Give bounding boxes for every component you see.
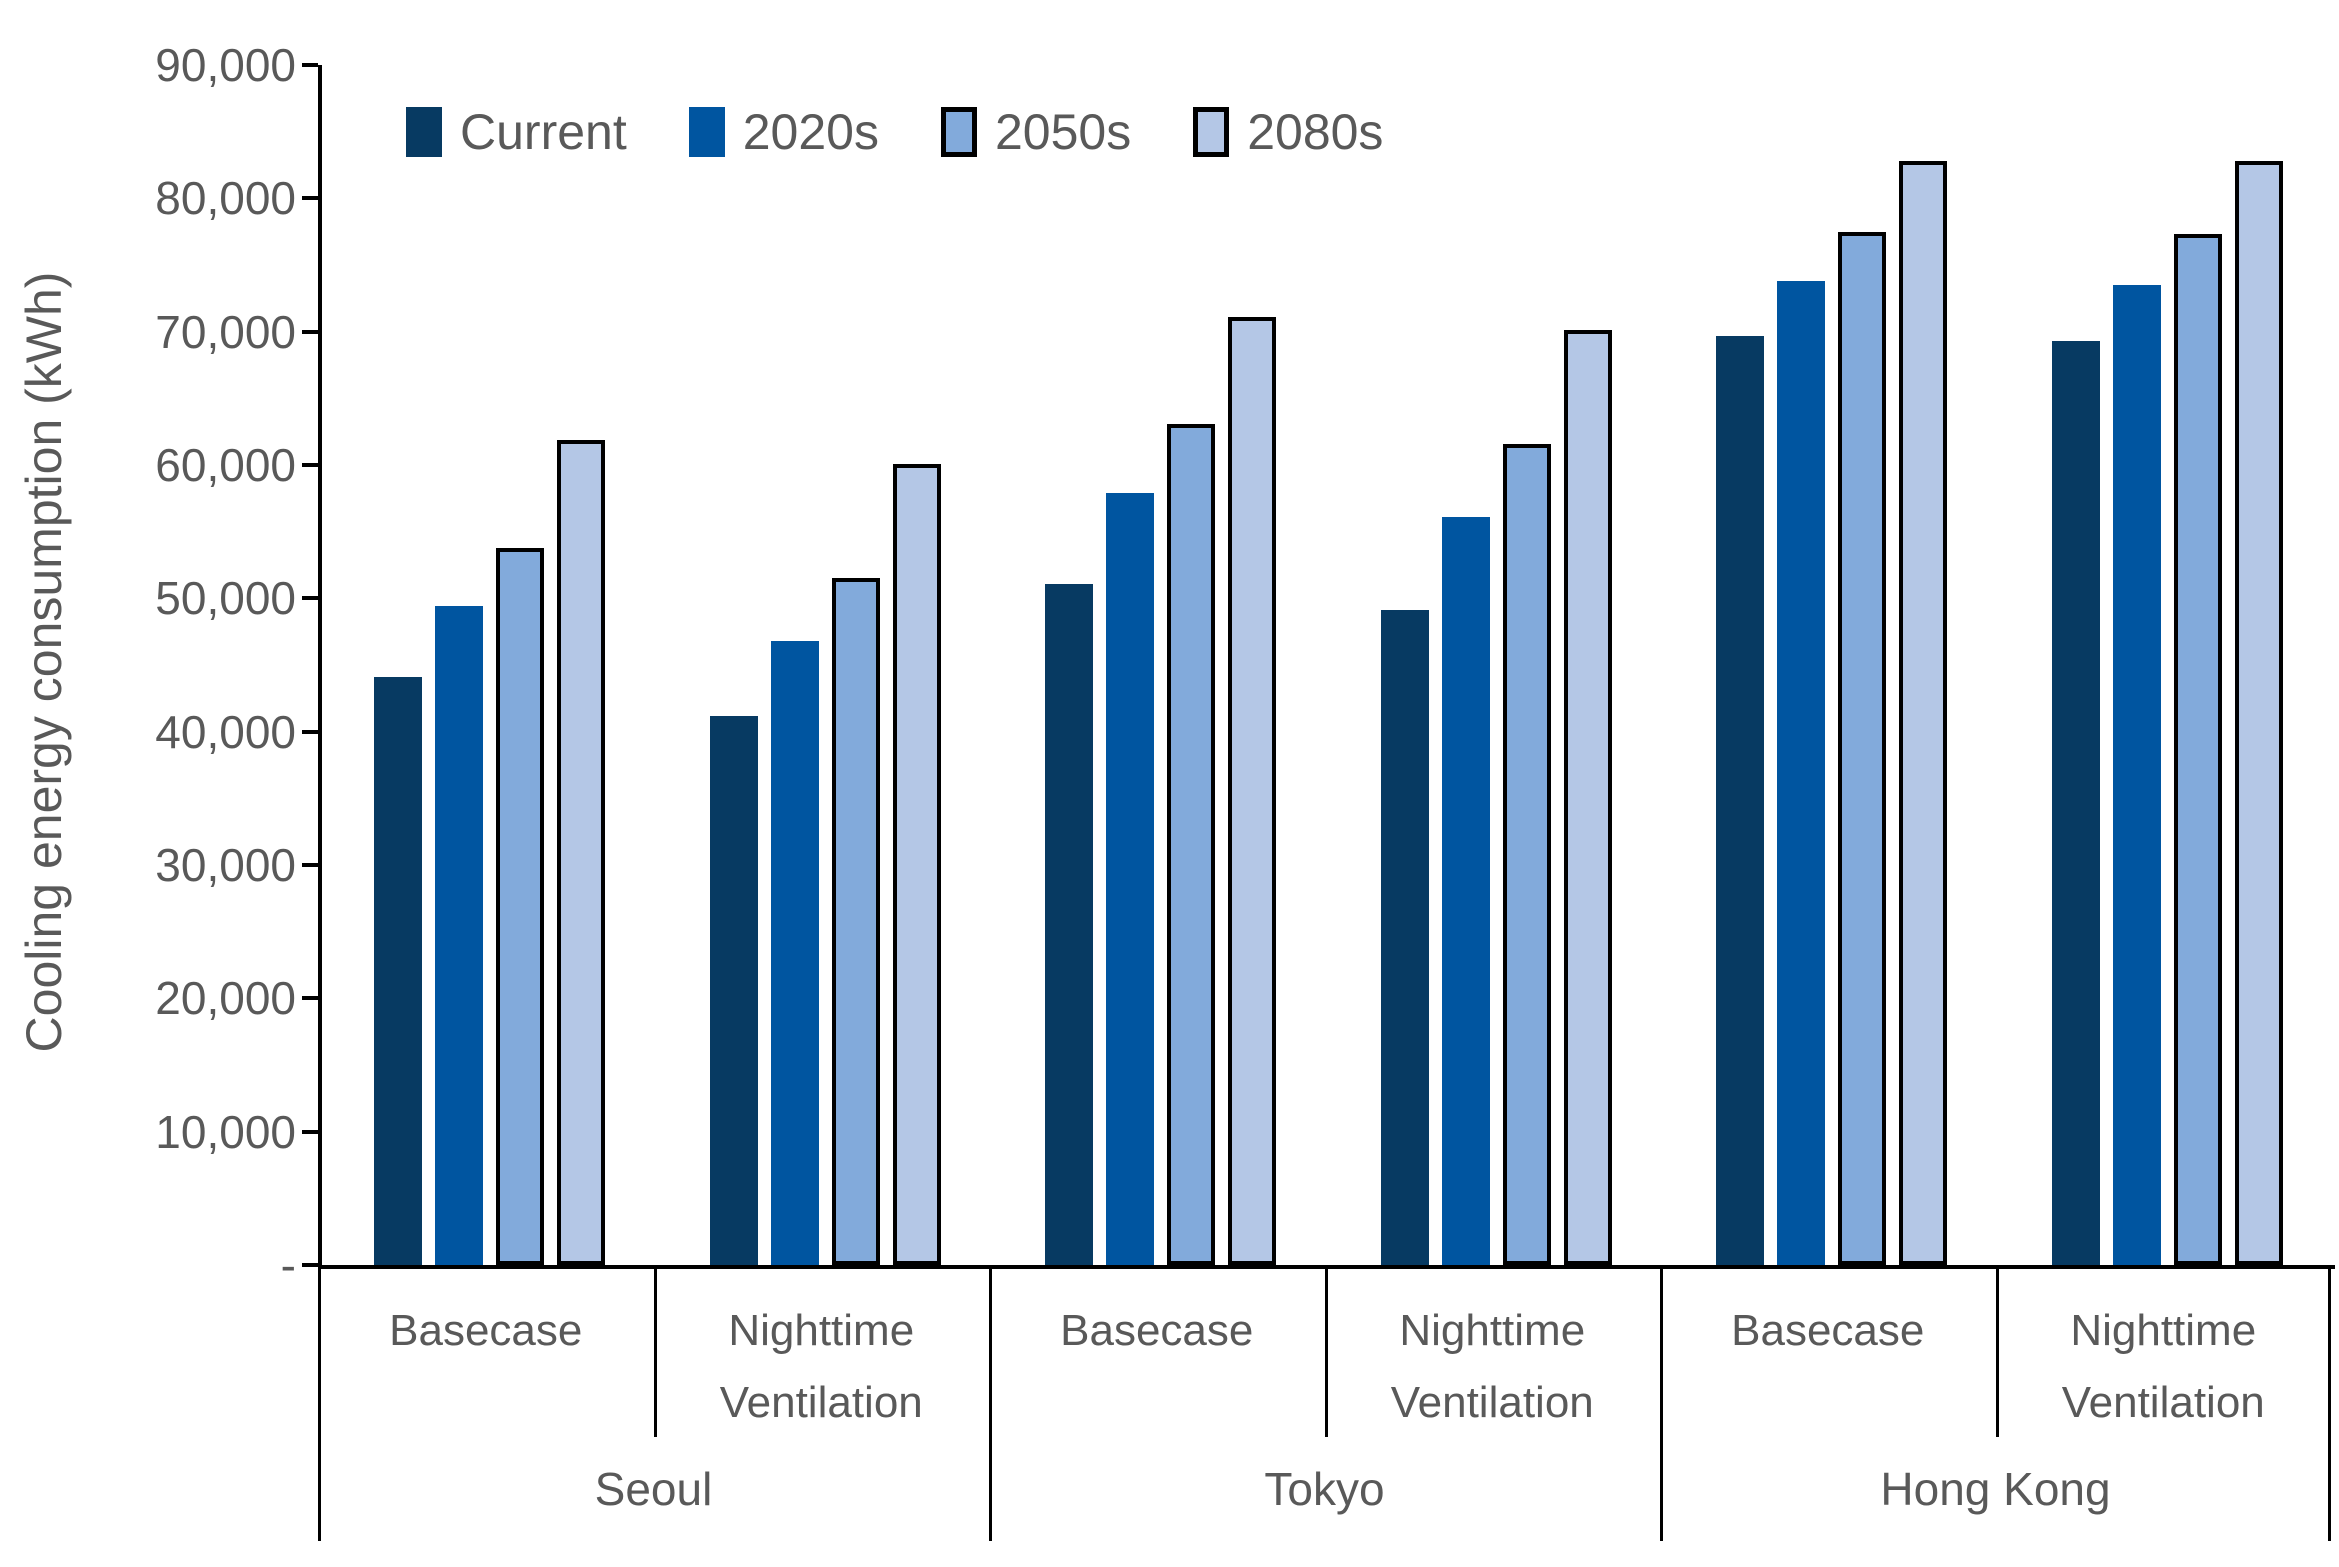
city-separator-line bbox=[2328, 1269, 2331, 1541]
y-tick-label: - bbox=[280, 1239, 296, 1291]
y-tick-label: 70,000 bbox=[155, 305, 296, 358]
scenario-label: Basecase bbox=[389, 1306, 583, 1355]
y-tick-label: 90,000 bbox=[155, 39, 296, 91]
y-tick-label: 60,000 bbox=[155, 439, 296, 491]
y-tick bbox=[302, 729, 318, 734]
city-separator-line bbox=[989, 1269, 992, 1541]
legend-label-2080s: 2080s bbox=[1247, 104, 1384, 160]
y-tick bbox=[302, 63, 318, 67]
scenario-label: Basecase bbox=[1731, 1306, 1925, 1355]
legend-label-2050s: 2050s bbox=[994, 104, 1132, 160]
y-tick-label: 30,000 bbox=[155, 839, 296, 891]
bar-2050s-group1 bbox=[496, 548, 545, 1265]
bar-2080s-group4 bbox=[1563, 330, 1612, 1265]
scenario-label: Nighttime Ventilation bbox=[1390, 1306, 1594, 1427]
y-tick-label: 10,000 bbox=[155, 1105, 296, 1158]
legend-label-2020s: 2020s bbox=[742, 104, 879, 160]
y-tick-label: 40,000 bbox=[155, 705, 296, 758]
bar-2020s-group3 bbox=[1106, 493, 1155, 1265]
bar-2050s-group5 bbox=[1838, 232, 1887, 1265]
scenario-label: Nighttime Ventilation bbox=[719, 1306, 923, 1427]
bar-2050s-group3 bbox=[1167, 424, 1216, 1265]
y-tick bbox=[302, 329, 318, 334]
y-tick-label: 50,000 bbox=[155, 572, 296, 625]
plot-area: Current 2020s 2050s 2080s bbox=[318, 65, 2335, 1269]
legend-swatch-2050s bbox=[940, 107, 977, 157]
bar-current-group6 bbox=[2051, 341, 2100, 1265]
y-tick bbox=[302, 463, 318, 467]
legend-item-2050s: 2050s bbox=[940, 103, 1132, 161]
bar-2050s-group2 bbox=[831, 578, 880, 1265]
y-tick-label: 80,000 bbox=[155, 172, 296, 225]
scenario-separator-line bbox=[1995, 1269, 1999, 1437]
legend-swatch-2080s bbox=[1193, 107, 1230, 157]
city-label: Tokyo bbox=[1264, 1463, 1385, 1515]
bar-2020s-group1 bbox=[435, 606, 484, 1265]
bar-2020s-group2 bbox=[770, 641, 819, 1265]
legend-item-2020s: 2020s bbox=[688, 103, 879, 161]
bar-2080s-group2 bbox=[892, 464, 941, 1265]
bar-current-group2 bbox=[709, 716, 758, 1265]
y-tick-label: 20,000 bbox=[155, 972, 296, 1025]
legend-item-2080s: 2080s bbox=[1193, 103, 1383, 161]
scenario-label: Basecase bbox=[1060, 1306, 1254, 1355]
y-tick bbox=[302, 596, 318, 601]
scenario-separator-line bbox=[653, 1269, 657, 1437]
scenario-separator-line bbox=[1324, 1269, 1328, 1437]
y-tick bbox=[302, 863, 318, 867]
bar-current-group3 bbox=[1045, 584, 1094, 1265]
legend-label-current: Current bbox=[460, 104, 627, 160]
y-axis-title: Cooling energy consumption (kWh) bbox=[16, 271, 72, 1053]
y-tick bbox=[302, 996, 318, 1001]
bar-2050s-group6 bbox=[2173, 234, 2222, 1265]
bar-2080s-group1 bbox=[557, 440, 606, 1265]
legend-item-current: Current bbox=[406, 103, 627, 161]
legend-swatch-2020s bbox=[688, 107, 725, 157]
city-label: Hong Kong bbox=[1880, 1463, 2111, 1515]
bar-2020s-group4 bbox=[1441, 517, 1490, 1265]
bar-2020s-group6 bbox=[2112, 285, 2161, 1265]
legend: Current 2020s 2050s 2080s bbox=[406, 103, 1383, 161]
bar-2020s-group5 bbox=[1777, 281, 1826, 1265]
y-tick bbox=[302, 1263, 318, 1267]
bar-current-group1 bbox=[374, 677, 423, 1265]
x-axis-category-table: Basecase Nighttime Ventilation Basecase Nig… bbox=[318, 1269, 2331, 1541]
bar-2080s-group3 bbox=[1228, 317, 1277, 1265]
legend-swatch-current bbox=[406, 107, 442, 157]
city-separator-line bbox=[1660, 1269, 1663, 1541]
scenario-label: Nighttime Ventilation bbox=[2061, 1306, 2265, 1427]
bar-2080s-group6 bbox=[2234, 161, 2283, 1265]
bar-current-group4 bbox=[1380, 610, 1429, 1265]
y-tick bbox=[302, 196, 318, 201]
city-separator-line bbox=[318, 1269, 321, 1541]
bar-current-group5 bbox=[1716, 336, 1765, 1265]
bar-2080s-group5 bbox=[1899, 161, 1948, 1265]
city-label: Seoul bbox=[594, 1463, 713, 1515]
bar-2050s-group4 bbox=[1502, 444, 1551, 1265]
y-tick bbox=[302, 1129, 318, 1134]
